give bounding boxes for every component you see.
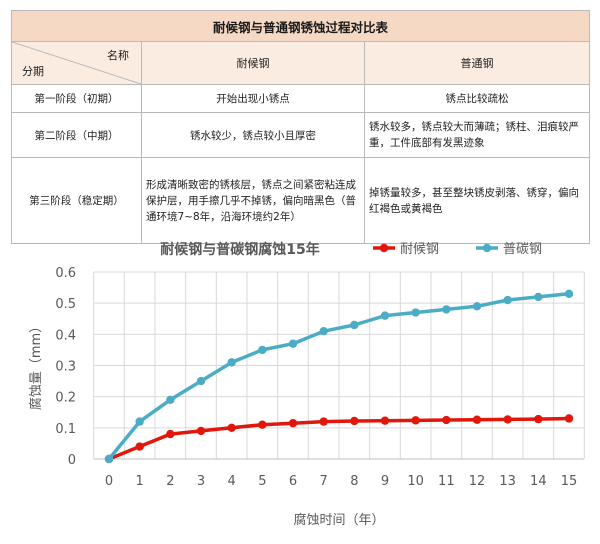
axis-ticks: 00.10.20.30.40.50.60 1 2 3 4 5 6 7 8 9 10 11 12 13 14 1… xyxy=(55,266,577,489)
weathering-cell: 开始出现小锈点 xyxy=(141,84,365,113)
comparison-table: 耐候钢与普通钢锈蚀过程对比表 名称 分期 耐候钢 普通钢 第一阶段（初期） 开始… xyxy=(11,10,590,244)
data-point xyxy=(564,414,574,423)
y-axis-title: 腐蚀量（mm） xyxy=(29,320,44,410)
table-row: 第二阶段（中期） 锈水较少，锈点较小且厚密 锈水较多，锈点较大而薄疏；锈柱、泪痕… xyxy=(11,112,590,158)
x-tick-label: 2 xyxy=(166,474,174,489)
table-header-row: 名称 分期 耐候钢 普通钢 xyxy=(11,41,590,85)
legend-marker-1 xyxy=(379,243,389,253)
y-tick-label: 0 xyxy=(68,453,76,468)
data-point xyxy=(350,320,359,330)
data-point xyxy=(196,426,206,436)
x-tick-label: 7 xyxy=(320,474,328,489)
series-line-1 xyxy=(108,416,570,461)
header-weathering-steel: 耐候钢 xyxy=(141,41,365,85)
data-point xyxy=(166,429,175,439)
data-point xyxy=(227,358,236,367)
y-tick-label: 0.2 xyxy=(55,391,76,406)
weathering-cell: 锈水较少，锈点较小且厚密 xyxy=(141,112,365,158)
stage-cell: 第二阶段（中期） xyxy=(11,112,142,158)
data-point xyxy=(442,415,451,425)
x-tick-label: 11 xyxy=(438,474,455,489)
data-point xyxy=(472,302,482,311)
data-point xyxy=(411,416,420,425)
x-tick-label: 3 xyxy=(197,474,205,489)
data-point xyxy=(472,415,482,424)
data-point xyxy=(319,417,328,426)
data-point xyxy=(564,289,574,299)
series-lines xyxy=(104,289,574,464)
legend-marker-2 xyxy=(482,243,492,253)
data-point xyxy=(411,308,420,317)
x-tick-label: 6 xyxy=(289,474,297,489)
data-point xyxy=(350,416,359,426)
chart-title: 耐候钢与普碳钢腐蚀15年 xyxy=(160,241,319,258)
table-title: 耐候钢与普通钢锈蚀过程对比表 xyxy=(11,10,590,42)
x-tick-label: 12 xyxy=(469,474,486,489)
data-point xyxy=(503,295,512,305)
x-tick-label: 0 xyxy=(105,474,113,489)
data-point xyxy=(319,327,328,336)
data-point xyxy=(104,454,114,464)
y-tick-label: 0.3 xyxy=(55,360,76,375)
table-row: 第三阶段（稳定期） 形成清晰致密的锈核层，锈点之间紧密粘连成保护层，用手擦几乎不… xyxy=(11,157,590,244)
data-point xyxy=(135,417,144,426)
data-point xyxy=(380,311,390,320)
corrosion-line-chart: 00.10.20.30.40.50.60 1 2 3 4 5 6 7 8 9 10 11 12 13 14 1… xyxy=(29,241,585,528)
diagonal-header-cell: 名称 分期 xyxy=(11,41,142,85)
x-tick-label: 13 xyxy=(499,474,516,489)
y-tick-label: 0.6 xyxy=(55,266,76,281)
weathering-cell: 形成清晰致密的锈核层，锈点之间紧密粘连成保护层，用手擦几乎不掉锈，偏向暗黑色（普… xyxy=(141,157,365,244)
legend-label-1: 耐候钢 xyxy=(400,242,439,257)
x-axis-title: 腐蚀时间（年） xyxy=(293,513,384,528)
stage-cell: 第三阶段（稳定期） xyxy=(11,157,142,244)
x-tick-label: 9 xyxy=(381,474,389,489)
diagonal-divider xyxy=(12,42,141,84)
table-row: 第一阶段（初期） 开始出现小锈点 锈点比较疏松 xyxy=(11,84,590,113)
data-point xyxy=(258,345,267,355)
data-point xyxy=(288,418,298,428)
data-point xyxy=(380,416,390,425)
data-point xyxy=(442,305,451,314)
x-tick-label: 4 xyxy=(228,474,236,489)
x-tick-label: 8 xyxy=(350,474,358,489)
ordinary-cell: 锈水较多，锈点较大而薄疏；锈柱、泪痕较严重，工件底部有发黑迹象 xyxy=(364,112,590,158)
header-name-label: 名称 xyxy=(107,49,129,62)
legend: 耐候钢 普碳钢 xyxy=(373,242,542,257)
x-tick-label: 1 xyxy=(136,474,144,489)
data-point xyxy=(135,442,144,451)
x-tick-label: 15 xyxy=(561,474,578,489)
data-point xyxy=(227,423,236,433)
y-tick-label: 0.1 xyxy=(55,422,76,437)
x-tick-label: 10 xyxy=(407,474,424,489)
data-point xyxy=(534,414,543,424)
data-point xyxy=(166,395,175,404)
ordinary-cell: 掉锈量较多，甚至整块锈皮剥落、锈穿，偏向红褐色或黄褐色 xyxy=(364,157,590,244)
data-point xyxy=(534,292,543,302)
data-point xyxy=(503,415,512,424)
series-line-2 xyxy=(107,292,570,461)
y-tick-label: 0.4 xyxy=(55,328,76,343)
y-tick-label: 0.5 xyxy=(55,297,76,312)
data-point xyxy=(258,420,267,429)
header-ordinary-steel: 普通钢 xyxy=(364,41,590,85)
stage-cell: 第一阶段（初期） xyxy=(11,84,142,113)
legend-label-2: 普碳钢 xyxy=(503,242,542,257)
data-point xyxy=(288,339,298,348)
ordinary-cell: 锈点比较疏松 xyxy=(364,84,590,113)
header-stage-label: 分期 xyxy=(22,65,44,78)
x-tick-label: 5 xyxy=(258,474,266,489)
x-tick-label: 14 xyxy=(530,474,547,489)
data-point xyxy=(196,376,206,386)
